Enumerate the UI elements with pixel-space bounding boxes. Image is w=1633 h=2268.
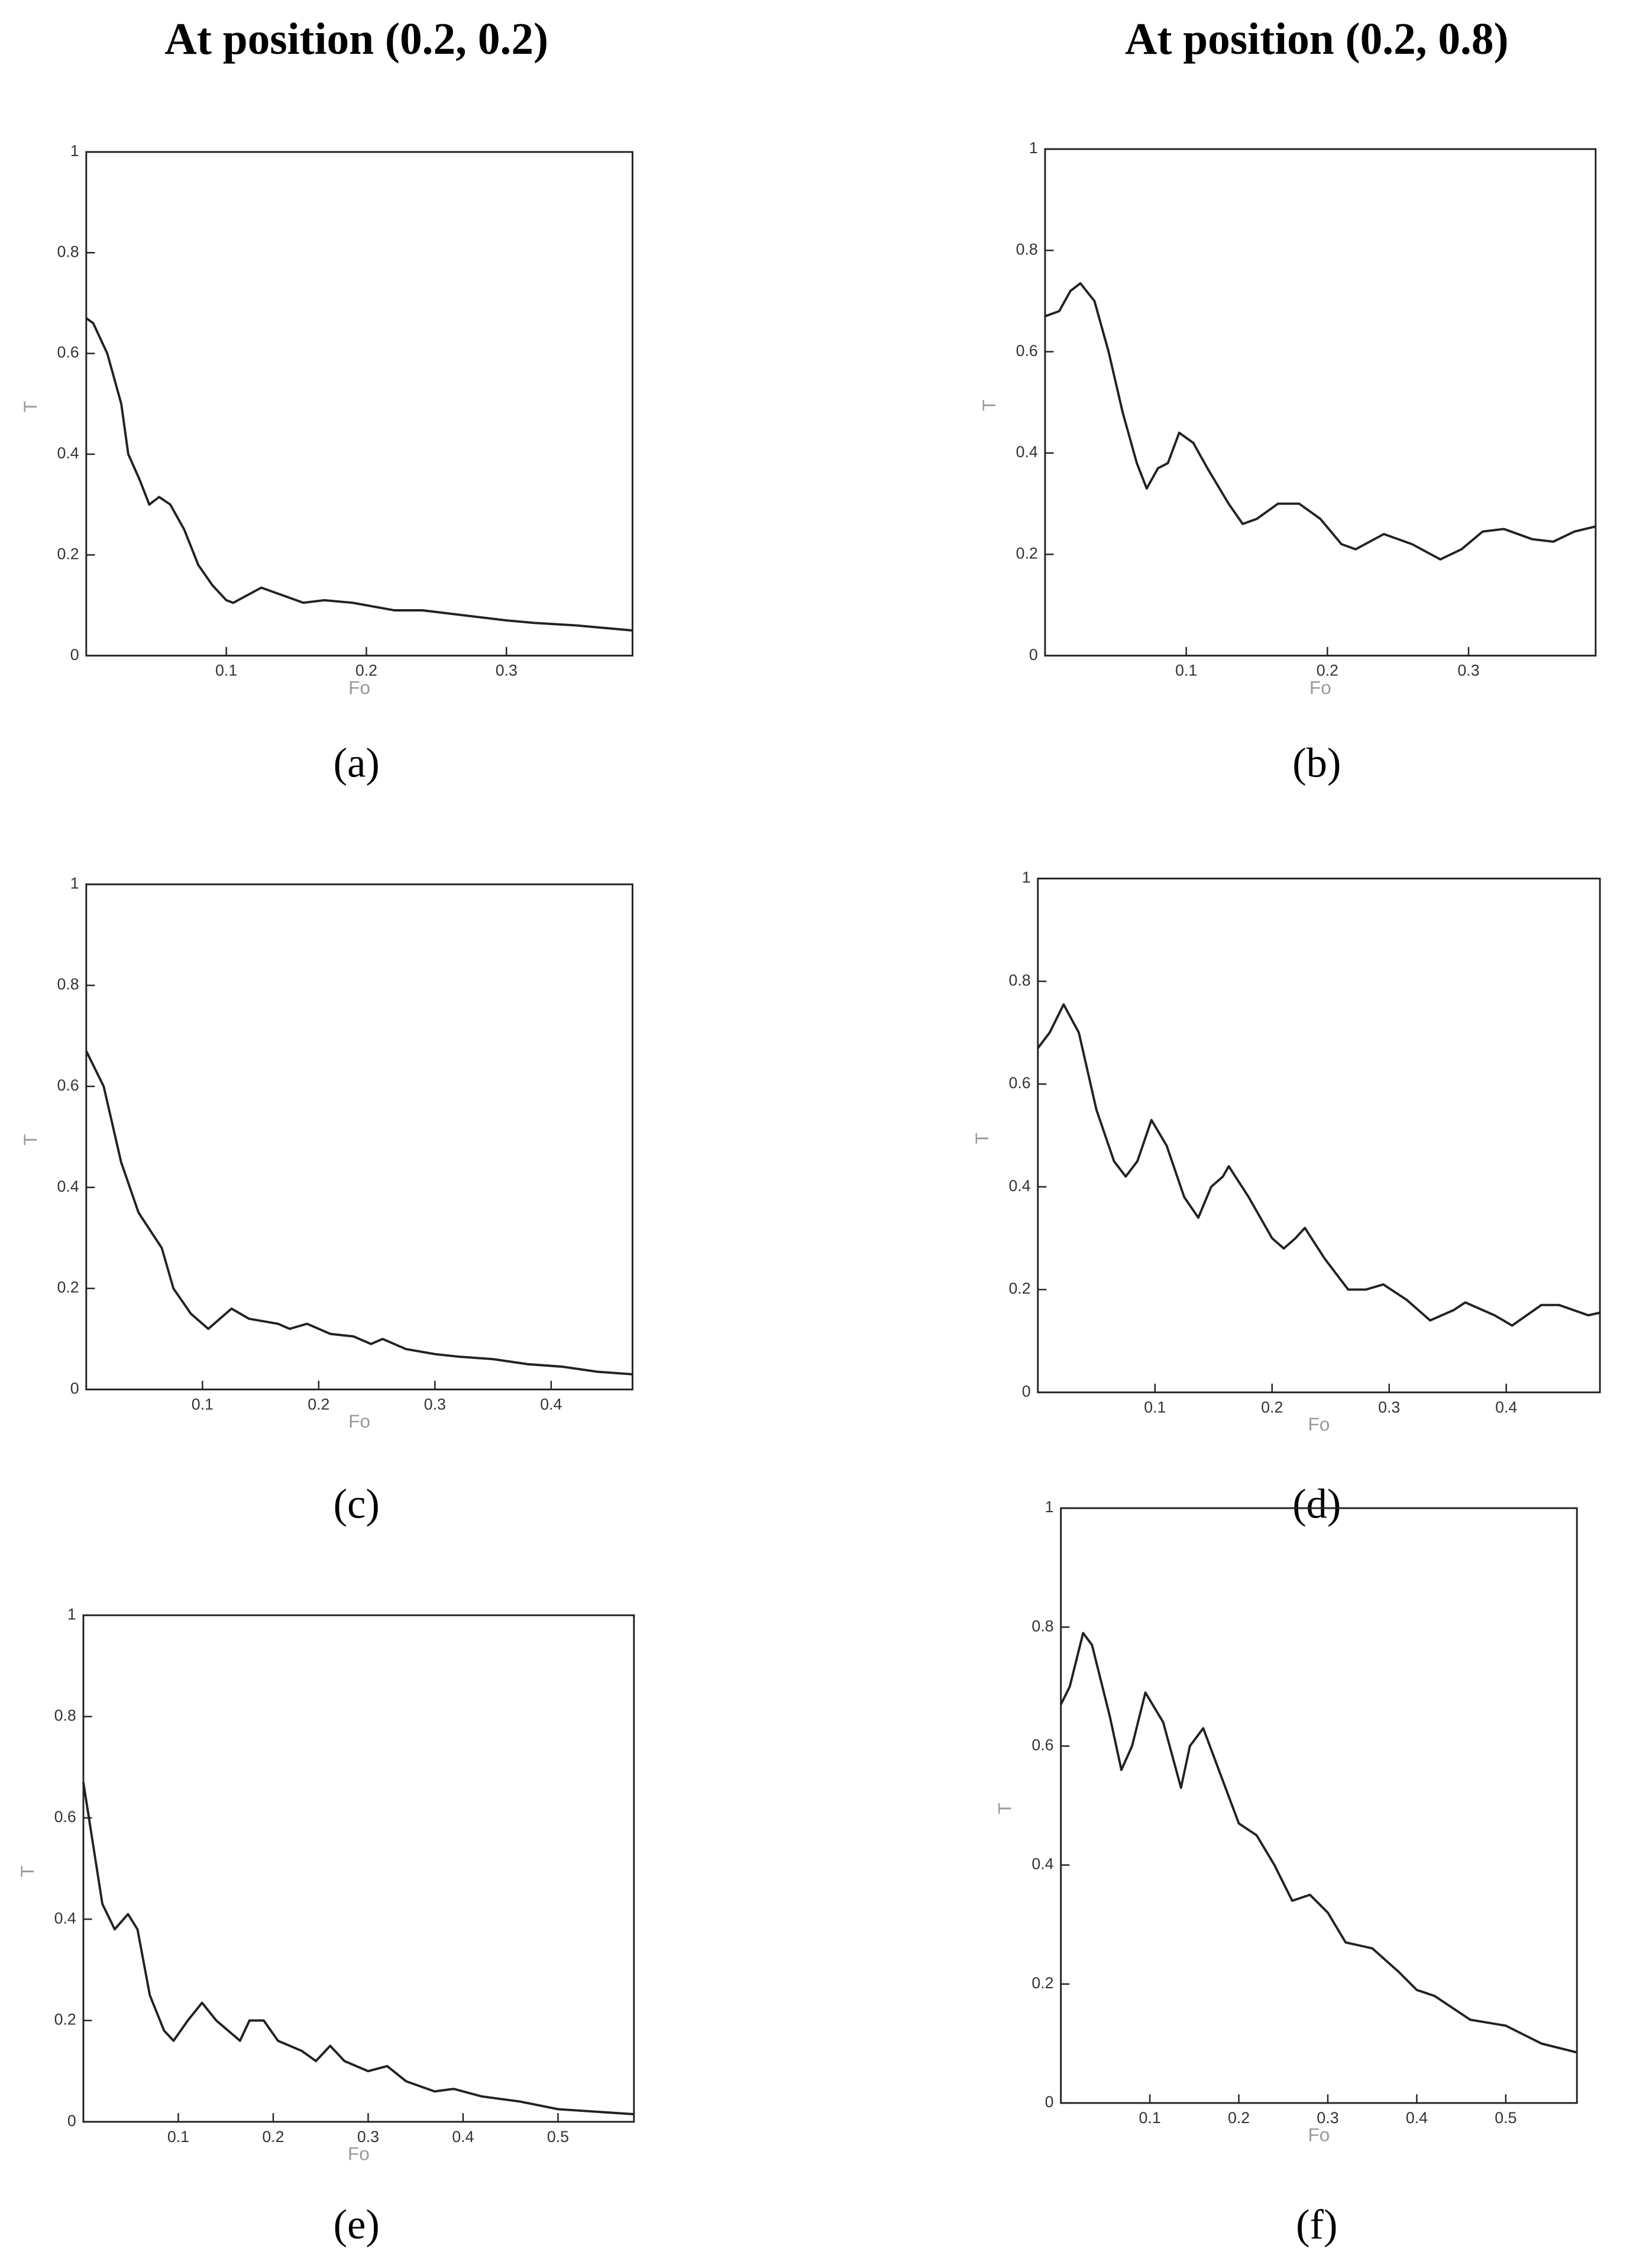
x-axis-label: Fo	[348, 2143, 370, 2164]
x-tick-label: 0.1	[167, 2128, 189, 2146]
x-tick-label: 0.2	[355, 662, 377, 680]
x-axis-label: Fo	[348, 1410, 370, 1432]
x-axis-label: Fo	[1309, 677, 1331, 698]
y-tick-label: 0	[70, 646, 79, 664]
data-line	[85, 317, 633, 632]
x-tick-label: 0.2	[1317, 662, 1338, 680]
x-tick-label: 0.4	[540, 1395, 562, 1413]
plot-frame	[85, 883, 633, 1390]
y-tick-label: 0.2	[1008, 1280, 1030, 1298]
x-tick-label: 0.1	[1144, 1398, 1166, 1416]
x-tick-label: 0.5	[547, 2128, 569, 2146]
x-tick-label: 0.1	[192, 1395, 214, 1413]
y-tick-label: 0.2	[1031, 1974, 1053, 1992]
x-tick-label: 0.3	[357, 2128, 379, 2146]
x-tick-label: 0.3	[424, 1395, 446, 1413]
y-tick-label: 0.4	[57, 444, 79, 462]
plot-frame	[1044, 148, 1597, 657]
y-tick-label: 0.8	[1016, 240, 1038, 258]
x-tick-label: 0.3	[1317, 2109, 1338, 2127]
x-tick-label: 0.5	[1495, 2109, 1516, 2127]
y-tick-label: 0.6	[1031, 1736, 1053, 1754]
x-tick-label: 0.4	[452, 2128, 474, 2146]
x-tick-label: 0.1	[1175, 662, 1197, 680]
plot-frame	[85, 151, 633, 657]
panel-caption: (c)	[334, 1481, 380, 1527]
y-tick-label: 0.2	[54, 2011, 76, 2028]
panel-caption: (d)	[1292, 1481, 1341, 1527]
y-tick-label: 0.2	[57, 1279, 79, 1296]
y-axis-label: T	[20, 401, 41, 412]
plot-frame	[1037, 878, 1601, 1393]
y-tick-label: 1	[70, 142, 79, 160]
y-tick-label: 0	[1029, 646, 1038, 664]
x-tick-label: 0.3	[496, 662, 518, 680]
y-tick-label: 0.4	[1016, 443, 1038, 461]
data-line	[1037, 1003, 1600, 1327]
y-tick-label: 0.6	[1016, 342, 1038, 360]
panel-caption: (f)	[1296, 2202, 1337, 2248]
y-tick-label: 0.8	[54, 1707, 76, 1725]
data-line	[82, 1782, 634, 2115]
data-line	[1045, 282, 1596, 561]
x-tick-label: 0.2	[1228, 2109, 1250, 2127]
x-tick-label: 0.2	[308, 1395, 329, 1413]
y-tick-label: 0.4	[57, 1177, 79, 1195]
y-tick-label: 1	[1045, 1498, 1054, 1516]
y-tick-label: 0	[1022, 1382, 1031, 1400]
x-tick-label: 0.1	[215, 662, 237, 680]
x-tick-label: 0.3	[1457, 662, 1479, 680]
x-tick-label: 0.2	[262, 2128, 284, 2146]
y-tick-label: 1	[67, 1605, 76, 1623]
y-tick-label: 0.2	[1016, 544, 1038, 562]
panel-caption: (a)	[334, 740, 380, 786]
y-tick-label: 0.4	[1008, 1177, 1030, 1195]
y-tick-label: 0.2	[57, 545, 79, 562]
data-line	[85, 1050, 633, 1376]
panel-caption: (e)	[334, 2202, 380, 2248]
y-tick-label: 0	[70, 1379, 79, 1397]
y-tick-label: 0.6	[1008, 1074, 1030, 1092]
y-tick-label: 0.6	[54, 1808, 76, 1826]
y-tick-label: 0.6	[57, 344, 79, 361]
y-tick-label: 1	[1029, 139, 1038, 157]
data-line	[1059, 1632, 1577, 2054]
x-axis-label: Fo	[1308, 2124, 1330, 2146]
plot-frame	[1060, 1507, 1578, 2104]
y-tick-label: 0.8	[57, 242, 79, 260]
y-tick-label: 0.4	[54, 1909, 76, 1927]
y-tick-label: 1	[70, 874, 79, 892]
y-tick-label: 1	[1022, 869, 1031, 887]
x-tick-label: 0.2	[1261, 1398, 1283, 1416]
y-tick-label: 0.8	[1031, 1617, 1053, 1635]
column-title: At position (0.2, 0.8)	[1125, 15, 1509, 64]
y-tick-label: 0.8	[1008, 971, 1030, 989]
y-tick-label: 0.4	[1031, 1855, 1053, 1873]
y-axis-label: T	[978, 400, 1000, 411]
plot-frame	[82, 1614, 635, 2123]
x-tick-label: 0.4	[1495, 1398, 1517, 1416]
y-axis-label: T	[971, 1133, 992, 1144]
y-tick-label: 0.8	[57, 975, 79, 993]
y-axis-label: T	[994, 1803, 1016, 1814]
x-axis-label: Fo	[1308, 1413, 1330, 1435]
x-tick-label: 0.3	[1378, 1398, 1400, 1416]
y-axis-label: T	[17, 1866, 38, 1877]
x-axis-label: Fo	[348, 677, 370, 698]
y-axis-label: T	[20, 1134, 41, 1146]
column-title: At position (0.2, 0.2)	[164, 15, 548, 64]
x-tick-label: 0.4	[1406, 2109, 1428, 2127]
y-tick-label: 0.6	[57, 1076, 79, 1094]
x-tick-label: 0.1	[1139, 2109, 1161, 2127]
panel-caption: (b)	[1292, 740, 1341, 786]
y-tick-label: 0	[1045, 2093, 1054, 2111]
y-tick-label: 0	[67, 2112, 76, 2130]
